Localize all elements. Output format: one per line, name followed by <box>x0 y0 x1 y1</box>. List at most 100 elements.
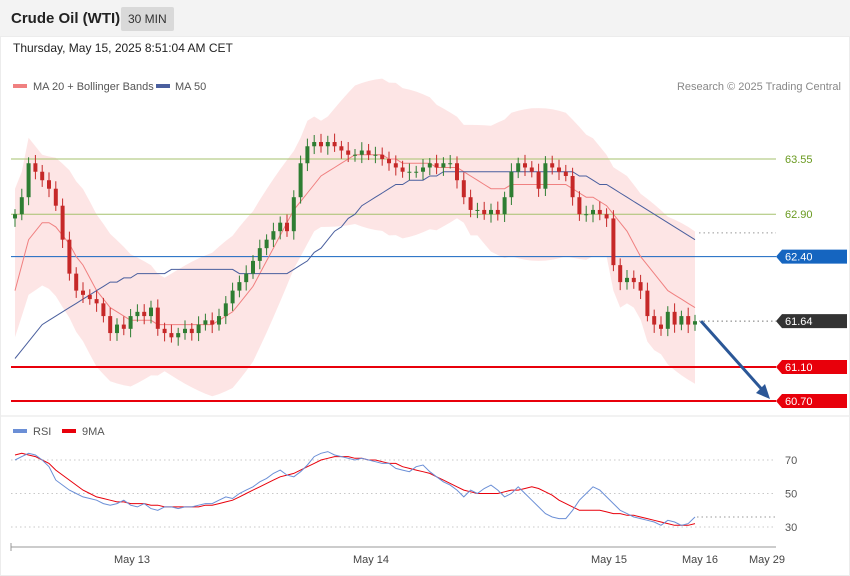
level-label-62.90: 62.90 <box>785 209 813 221</box>
candle <box>645 290 650 317</box>
candle <box>631 277 636 283</box>
candle <box>468 197 473 210</box>
candle <box>108 316 113 334</box>
candle <box>495 209 500 215</box>
candle <box>271 231 276 240</box>
candle <box>291 197 296 232</box>
level-tag-60.70 <box>776 394 847 408</box>
candle <box>597 209 602 215</box>
candle <box>33 163 38 172</box>
candle <box>121 324 126 329</box>
level-tag-61.10 <box>776 360 847 375</box>
candle <box>577 197 582 215</box>
candle <box>94 299 99 304</box>
candle <box>74 273 79 291</box>
x-tick-may-29: May 29 <box>749 554 785 566</box>
candle <box>693 321 697 325</box>
candle <box>448 163 453 165</box>
rsi-9ma-line <box>14 452 696 526</box>
candle <box>461 180 466 198</box>
rsi-line <box>14 451 696 526</box>
instrument-title: Crude Oil (WTI) <box>11 10 121 27</box>
x-tick-may-14: May 14 <box>353 554 389 566</box>
candle <box>237 282 242 291</box>
candle <box>319 142 323 147</box>
level-label-63.55: 63.55 <box>785 154 813 166</box>
candle <box>210 320 215 325</box>
candle <box>407 171 412 173</box>
level-label-61.64: 61.64 <box>785 316 813 328</box>
candle <box>638 282 643 291</box>
candle <box>217 316 221 325</box>
candle <box>523 163 527 168</box>
candle <box>366 150 371 155</box>
candle <box>298 163 303 198</box>
candle <box>189 328 194 334</box>
candle <box>414 171 419 173</box>
candle <box>101 303 106 317</box>
candle <box>359 150 364 155</box>
candle <box>176 333 181 338</box>
candle <box>625 277 629 283</box>
candle <box>529 167 534 172</box>
candle <box>380 154 385 159</box>
candle <box>434 163 439 168</box>
legend-9ma: 9MA <box>82 426 105 438</box>
legend-swatch-9ma <box>62 429 76 433</box>
candle <box>325 142 330 147</box>
x-tick-may-16: May 16 <box>682 554 718 566</box>
candle <box>305 146 310 164</box>
candle <box>128 316 133 329</box>
candle <box>591 209 595 215</box>
candle <box>257 248 262 261</box>
chart-header: Crude Oil (WTI) 30 MIN <box>0 0 850 37</box>
candle <box>196 324 201 334</box>
candle <box>652 316 657 325</box>
candle <box>421 167 425 172</box>
candle <box>332 142 337 147</box>
candle <box>604 214 609 219</box>
legend-rsi: RSI <box>33 426 51 438</box>
level-label-61.10: 61.10 <box>785 362 813 374</box>
rsi-tick-50: 50 <box>785 489 797 501</box>
candle <box>87 294 92 300</box>
x-tick-may-13: May 13 <box>114 554 150 566</box>
candle <box>203 320 208 325</box>
forecast-arrowhead <box>756 384 770 399</box>
candle <box>543 163 548 189</box>
candle <box>686 316 691 325</box>
level-label-60.70: 60.70 <box>785 396 813 408</box>
candle <box>162 328 167 334</box>
rsi-tick-30: 30 <box>785 522 797 534</box>
candle <box>81 290 85 295</box>
candle <box>502 197 507 215</box>
candle <box>278 222 283 232</box>
candle <box>611 218 616 266</box>
candle <box>346 150 351 155</box>
candle <box>183 328 187 334</box>
candle <box>244 273 249 283</box>
candle <box>618 265 623 283</box>
chart-datetime: Thursday, May 15, 2025 8:51:04 AM CET <box>13 41 233 55</box>
level-tag-61.64 <box>776 314 847 329</box>
candle <box>557 167 561 172</box>
candle <box>387 159 391 164</box>
candle <box>570 175 575 198</box>
candle <box>393 163 398 168</box>
candle <box>60 205 65 240</box>
level-tag-62.40 <box>776 249 847 264</box>
candle <box>142 311 147 317</box>
candle <box>665 311 670 329</box>
legend-swatch-ma50 <box>156 84 170 88</box>
candle <box>53 188 58 206</box>
candle <box>584 214 589 216</box>
interval-badge[interactable]: 30 MIN <box>121 7 174 31</box>
candle <box>475 209 480 211</box>
candle <box>672 311 677 325</box>
candle <box>339 146 344 151</box>
candle <box>373 154 378 156</box>
candle <box>427 163 432 168</box>
candle <box>115 324 119 334</box>
legend-swatch-ma20 <box>13 84 27 88</box>
